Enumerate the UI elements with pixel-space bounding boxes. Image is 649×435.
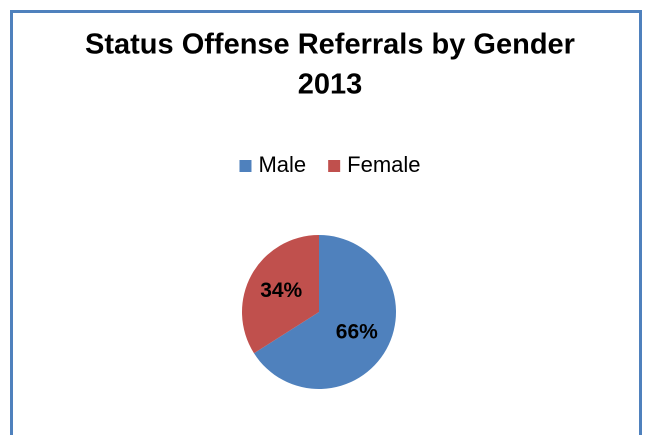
- data-label: 66%: [336, 320, 378, 343]
- legend-swatch: [239, 160, 252, 172]
- chart-title: Status Offense Referrals by Gender: [85, 29, 575, 61]
- pie-slice: [242, 235, 319, 354]
- chart-frame: [10, 10, 642, 435]
- legend-label: Male: [258, 152, 306, 177]
- pie: 66% 34%: [242, 235, 396, 390]
- chart-subtitle: 2013: [298, 69, 363, 101]
- data-label: 34%: [260, 279, 302, 302]
- legend-swatch: [328, 160, 341, 172]
- legend: Male Female: [239, 152, 421, 177]
- pie-slice: [253, 235, 396, 390]
- legend-label: Female: [347, 152, 420, 177]
